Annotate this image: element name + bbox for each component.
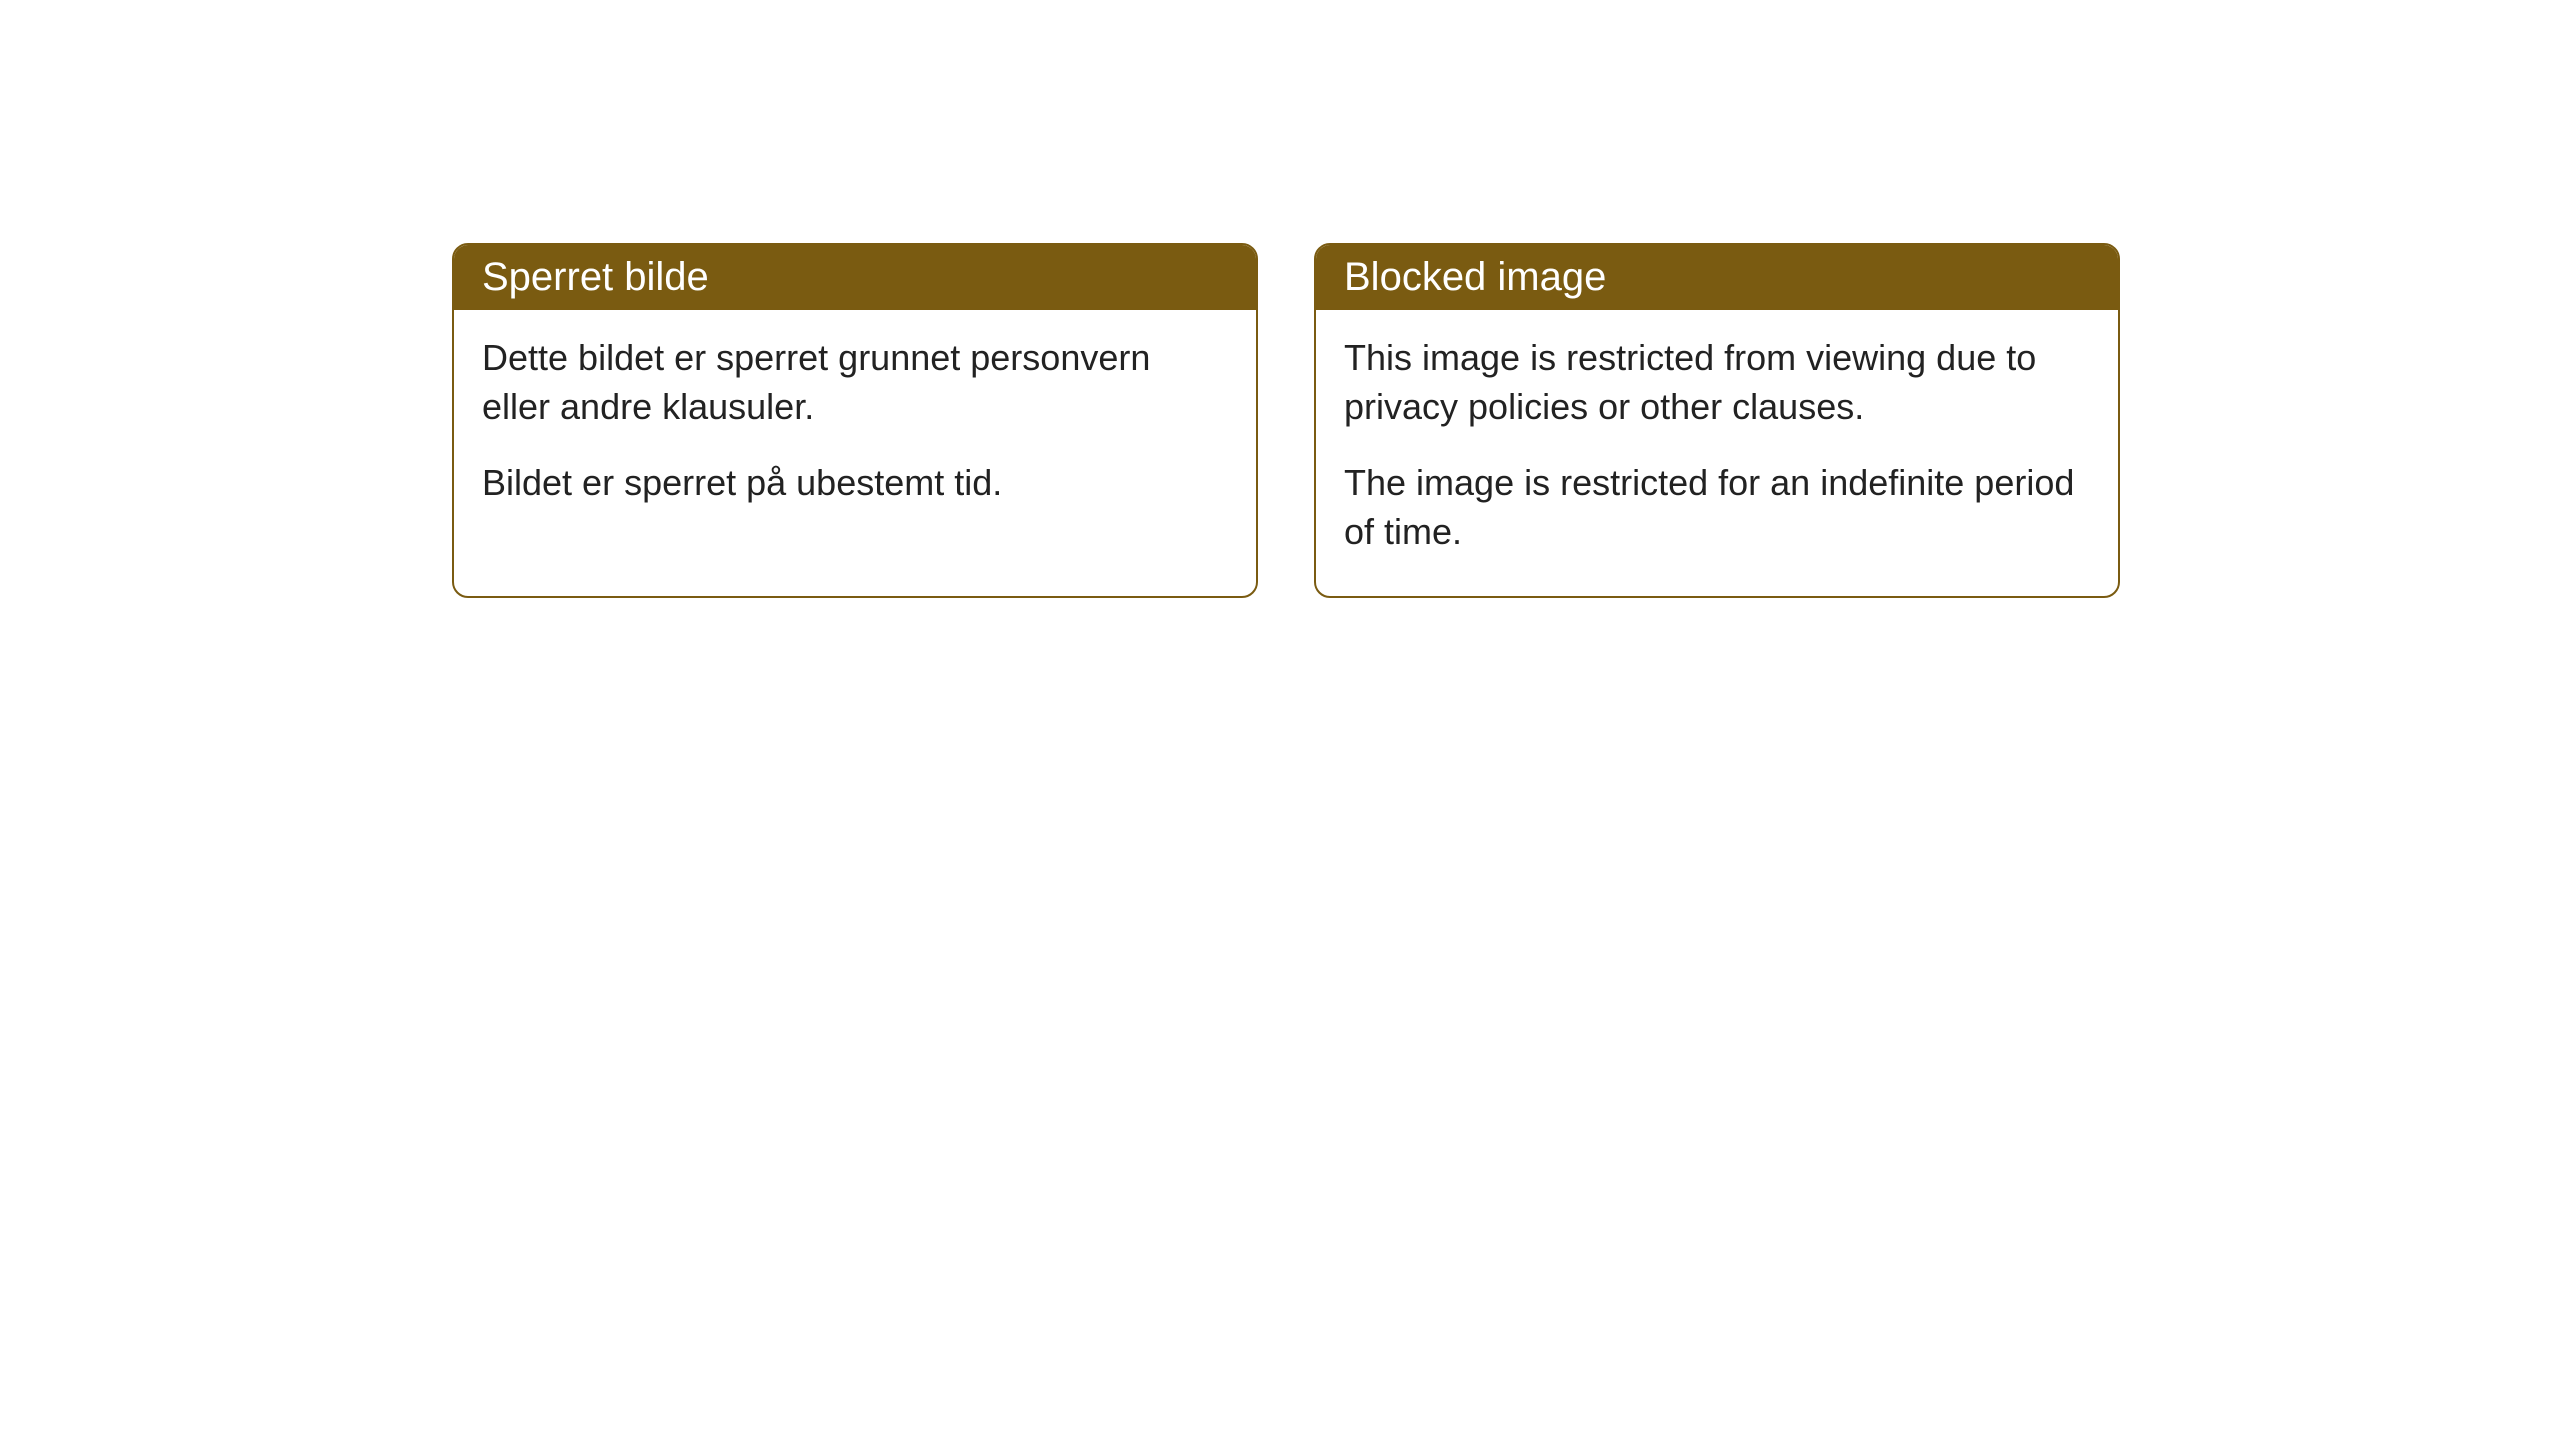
notice-card-english: Blocked image This image is restricted f… (1314, 243, 2120, 598)
card-paragraph-2-english: The image is restricted for an indefinit… (1344, 459, 2090, 556)
card-body-norwegian: Dette bildet er sperret grunnet personve… (454, 310, 1256, 548)
card-header-english: Blocked image (1316, 245, 2118, 310)
card-title-norwegian: Sperret bilde (482, 255, 709, 299)
card-paragraph-1-english: This image is restricted from viewing du… (1344, 334, 2090, 431)
card-paragraph-2-norwegian: Bildet er sperret på ubestemt tid. (482, 459, 1228, 508)
card-paragraph-1-norwegian: Dette bildet er sperret grunnet personve… (482, 334, 1228, 431)
card-title-english: Blocked image (1344, 255, 1606, 299)
card-body-english: This image is restricted from viewing du… (1316, 310, 2118, 596)
card-header-norwegian: Sperret bilde (454, 245, 1256, 310)
notice-cards-container: Sperret bilde Dette bildet er sperret gr… (452, 243, 2120, 598)
notice-card-norwegian: Sperret bilde Dette bildet er sperret gr… (452, 243, 1258, 598)
